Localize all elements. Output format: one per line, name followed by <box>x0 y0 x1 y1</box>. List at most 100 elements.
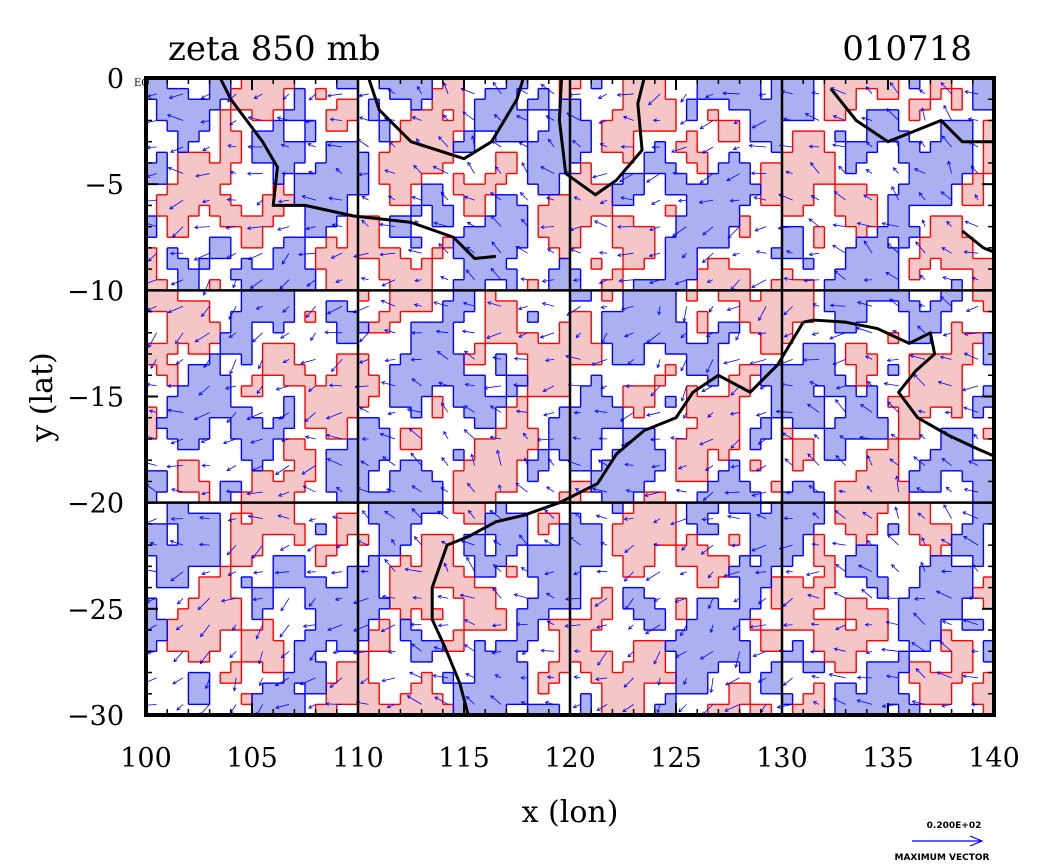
negative-cell <box>644 332 656 345</box>
negative-cell <box>845 152 857 164</box>
negative-cell <box>495 545 507 557</box>
positive-cell <box>315 385 327 398</box>
negative-cell <box>294 566 306 578</box>
positive-cell <box>464 460 476 472</box>
positive-cell <box>411 290 423 302</box>
negative-cell <box>930 619 942 631</box>
negative-cell <box>866 555 878 567</box>
positive-cell <box>601 279 613 291</box>
negative-cell <box>294 109 306 122</box>
positive-cell <box>421 683 433 695</box>
positive-cell <box>739 364 751 376</box>
positive-cell <box>803 184 815 196</box>
negative-cell <box>591 78 603 90</box>
positive-cell <box>474 481 486 493</box>
negative-cell <box>283 247 295 260</box>
negative-cell <box>177 555 189 567</box>
negative-cell <box>262 300 274 313</box>
negative-cell <box>411 640 423 652</box>
negative-cell <box>654 290 666 302</box>
positive-cell <box>199 608 211 621</box>
positive-cell <box>305 449 317 461</box>
negative-cell <box>485 704 497 715</box>
negative-cell <box>686 258 698 270</box>
negative-cell <box>432 322 444 334</box>
positive-cell <box>930 78 942 90</box>
negative-cell <box>771 523 783 536</box>
negative-cell <box>336 311 348 323</box>
positive-cell <box>930 545 942 557</box>
negative-cell <box>495 640 507 652</box>
negative-cell <box>411 470 423 483</box>
positive-cell <box>421 545 433 557</box>
negative-cell <box>972 492 984 504</box>
negative-cell <box>601 492 613 504</box>
negative-cell <box>729 481 741 493</box>
negative-cell <box>347 460 359 472</box>
negative-cell <box>283 279 295 291</box>
positive-cell <box>252 640 264 652</box>
negative-cell <box>517 683 529 695</box>
negative-cell <box>283 683 295 695</box>
positive-cell <box>177 152 189 164</box>
negative-cell <box>856 545 868 557</box>
negative-cell <box>686 354 698 366</box>
positive-cell <box>824 152 836 164</box>
negative-cell <box>951 152 963 164</box>
positive-cell <box>262 492 274 504</box>
positive-cell <box>866 78 878 90</box>
positive-cell <box>771 322 783 334</box>
negative-cell <box>644 290 656 302</box>
positive-cell <box>283 513 295 525</box>
positive-cell <box>909 523 921 536</box>
positive-cell <box>358 672 370 684</box>
positive-cell <box>591 672 603 684</box>
negative-cell <box>411 460 423 472</box>
positive-cell <box>633 385 645 398</box>
negative-cell <box>707 194 719 206</box>
positive-cell <box>548 619 560 631</box>
negative-cell <box>453 354 465 366</box>
positive-cell <box>930 396 942 408</box>
negative-cell <box>146 78 158 90</box>
negative-cell <box>538 131 550 143</box>
negative-cell <box>782 385 794 398</box>
positive-cell <box>792 194 804 206</box>
positive-cell <box>506 566 518 578</box>
negative-cell <box>919 311 931 323</box>
positive-cell <box>559 661 571 674</box>
positive-cell <box>580 162 592 175</box>
negative-cell <box>368 492 380 504</box>
negative-cell <box>919 470 931 483</box>
negative-cell <box>697 216 709 228</box>
positive-cell <box>358 237 370 249</box>
positive-cell <box>580 205 592 217</box>
positive-cell <box>612 226 624 238</box>
positive-cell <box>803 619 815 631</box>
negative-cell <box>305 226 317 238</box>
negative-cell <box>495 131 507 143</box>
positive-cell <box>835 481 847 493</box>
positive-cell <box>739 375 751 387</box>
positive-cell <box>188 481 200 493</box>
negative-cell <box>432 343 444 355</box>
negative-cell <box>856 300 868 313</box>
positive-cell <box>220 109 232 122</box>
positive-cell <box>230 555 242 567</box>
negative-cell <box>760 99 772 111</box>
positive-cell <box>527 428 539 440</box>
positive-cell <box>570 78 582 90</box>
negative-cell <box>697 523 709 536</box>
positive-cell <box>909 513 921 525</box>
negative-cell <box>506 683 518 695</box>
negative-cell <box>548 184 560 196</box>
negative-cell <box>718 470 730 483</box>
negative-cell <box>930 184 942 196</box>
positive-cell <box>209 640 221 652</box>
positive-cell <box>792 598 804 610</box>
negative-cell <box>697 619 709 631</box>
negative-cell <box>495 534 507 546</box>
positive-cell <box>262 109 274 122</box>
positive-cell <box>347 258 359 270</box>
negative-cell <box>803 502 815 514</box>
